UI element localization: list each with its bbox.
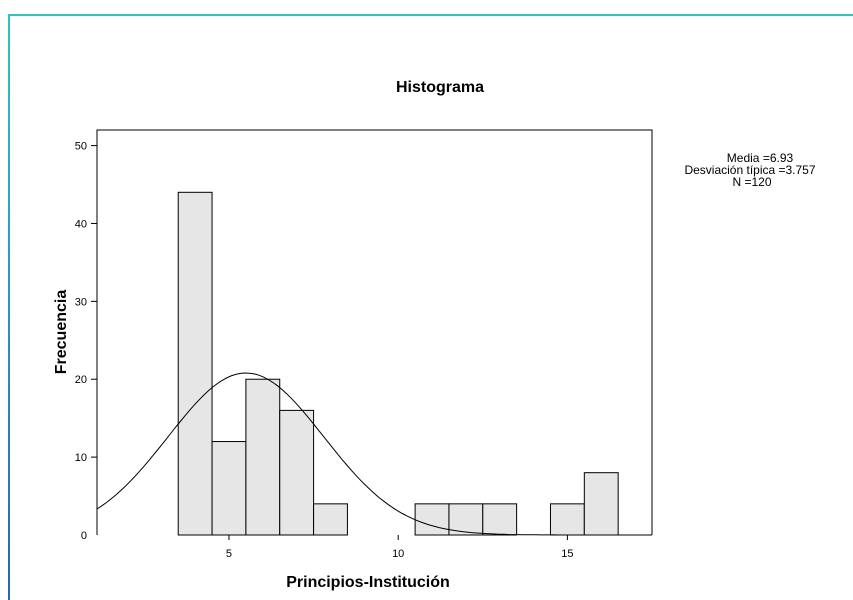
y-tick-label: 50: [75, 141, 87, 153]
x-tick-label: 15: [561, 548, 573, 560]
frame-top-border: [8, 14, 853, 16]
histogram-bar: [549, 503, 585, 536]
histogram-bar: [279, 409, 315, 536]
histogram-bar: [448, 503, 484, 536]
frame-left-border: [8, 14, 10, 600]
histogram-bar: [245, 378, 281, 536]
histogram-bar: [414, 503, 450, 536]
histogram-bar: [583, 472, 619, 536]
histogram-bar: [177, 191, 213, 536]
x-tick-label: 5: [226, 548, 232, 560]
y-axis-label: Frecuencia: [53, 290, 70, 375]
y-tick-label: 40: [75, 218, 87, 230]
plot-area: 0 10 20 30 40 50 5 10 15: [75, 129, 653, 560]
y-tick-label: 0: [81, 530, 87, 542]
plot-frame: [96, 129, 653, 535]
stat-desviacion: Desviación típica =3.757: [684, 163, 815, 177]
normal-curve: [96, 372, 652, 536]
x-axis-label: Principios-Institución: [286, 574, 450, 591]
stat-n: N =120: [732, 175, 771, 189]
y-tick-label: 10: [75, 452, 87, 464]
x-tick-label: 10: [392, 548, 404, 560]
histogram-bar: [313, 503, 348, 536]
stat-media: Media =6.93: [727, 151, 794, 165]
y-tick-label: 30: [75, 296, 87, 308]
histogram-bar: [211, 441, 247, 536]
y-tick-label: 20: [75, 374, 87, 386]
stats-box: Media =6.93 Desviación típica =3.757 N =…: [684, 151, 815, 189]
histogram-bar: [482, 503, 518, 536]
chart-title: Histograma: [396, 79, 484, 96]
